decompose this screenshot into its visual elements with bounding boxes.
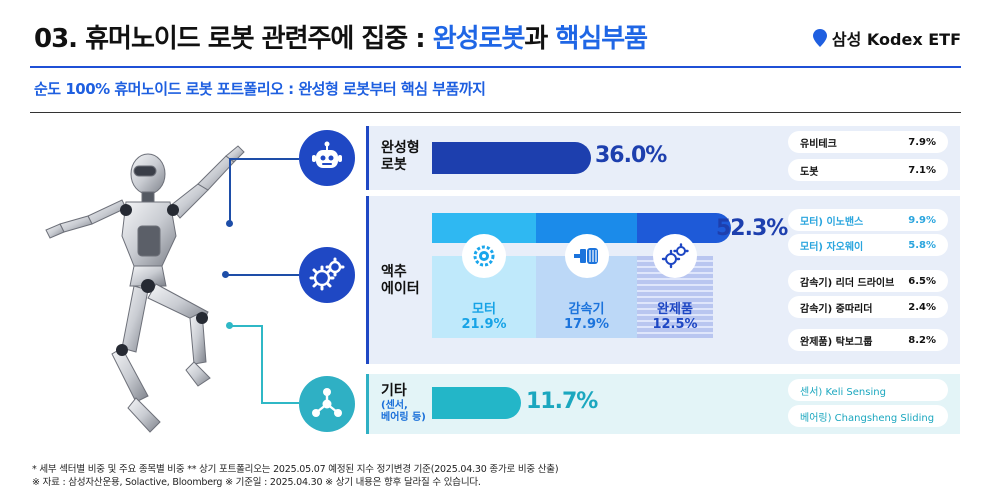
motor-gear-icon (473, 245, 495, 267)
sector-icon-complete (299, 130, 355, 186)
robot-head-icon (312, 141, 342, 168)
holding-pill: 유비테크 7.9% (788, 131, 948, 153)
connector-line (229, 325, 263, 327)
brand-name: 삼성 Kodex ETF (831, 30, 961, 49)
subtitle-divider (30, 112, 961, 113)
connector-line (229, 158, 231, 224)
component-name-motor: 모터 (472, 302, 496, 317)
bar-segment-cap (713, 213, 731, 243)
percent-complete: 36.0% (595, 143, 667, 168)
sector-label-actuator: 액추 에이터 (381, 264, 420, 297)
component-name-finished: 완제품 (657, 302, 693, 317)
connector-line (261, 325, 263, 404)
component-icon-motor (462, 234, 506, 278)
holding-pill: 도봇 7.1% (788, 159, 948, 181)
holding-pill: 베어링) Changsheng Sliding (788, 405, 948, 427)
holding-pill: 모터) 이노밴스 9.9% (788, 209, 948, 231)
connector-line (226, 274, 299, 276)
title-highlight-parts: 핵심부품 (555, 24, 648, 54)
bar-other (432, 387, 521, 419)
component-icon-reducer (564, 234, 609, 278)
component-motor: 모터 21.9% (432, 234, 536, 338)
sector-icon-other (299, 376, 355, 432)
humanoid-robot-illustration (45, 145, 245, 433)
subtitle: 순도 100% 휴머노이드 로봇 포트폴리오 : 완성형 로봇부터 핵심 부품까… (34, 80, 486, 98)
gear-assembly-icon (661, 243, 689, 269)
connector-line (229, 158, 299, 160)
component-finished-overlay: 완제품 12.5% (637, 234, 713, 338)
holding-pill: 센서) Keli Sensing (788, 379, 948, 401)
reducer-icon (573, 248, 598, 264)
header-divider (30, 66, 961, 68)
gears-icon (309, 257, 345, 291)
bar-complete (432, 142, 591, 174)
component-name-reducer: 감속기 (568, 302, 605, 317)
hub-nodes-icon (312, 388, 342, 417)
component-reducer: 감속기 17.9% (536, 234, 637, 338)
percent-actuator: 52.3% (716, 216, 788, 241)
connector-dot-actuator (222, 271, 229, 278)
connector-line (261, 402, 299, 404)
sector-label-complete: 완성형 로봇 (381, 140, 420, 173)
holding-pill: 감속기) 중따리더 2.4% (788, 296, 948, 318)
page-title: 03. 휴머노이드 로봇 관련주에 집중 : 완성로봇과 핵심부품 (34, 24, 648, 54)
component-icon-finished (653, 234, 697, 278)
location-pin-icon (812, 29, 827, 47)
component-percent-finished: 12.5% (652, 317, 698, 332)
holding-pill: 감속기) 리더 드라이브 6.5% (788, 270, 948, 292)
component-percent-motor: 21.9% (461, 317, 507, 332)
footnote-1: * 세부 섹터별 비중 및 주요 종목별 비중 ** 상기 포트폴리오는 202… (32, 464, 559, 475)
percent-other: 11.7% (526, 389, 598, 414)
component-percent-reducer: 17.9% (563, 317, 610, 332)
brand-logo: 삼성 Kodex ETF (812, 26, 961, 50)
holding-pill: 모터) 자오웨이 5.8% (788, 234, 948, 256)
footnote-2: ※ 자료 : 삼성자산운용, Solactive, Bloomberg ※ 기준… (32, 477, 481, 488)
sector-icon-actuator (299, 247, 355, 303)
holding-pill: 완제품) 탁보그룹 8.2% (788, 329, 948, 351)
title-highlight-robot: 완성로봇 (432, 24, 526, 54)
sector-label-other: 기타 (센서, 베어링 등) (381, 383, 426, 423)
